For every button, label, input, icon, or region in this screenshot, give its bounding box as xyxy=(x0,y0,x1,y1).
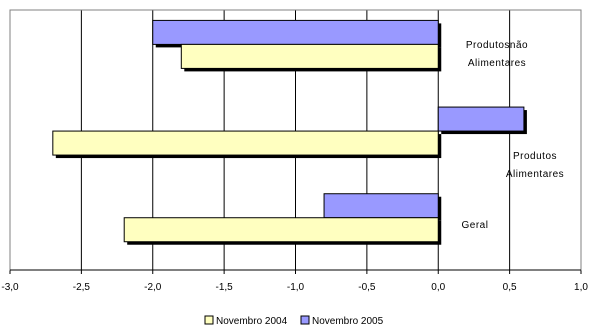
bars xyxy=(52,19,527,245)
x-tick-label: -2,5 xyxy=(73,282,91,293)
x-tick-label: 0,5 xyxy=(503,282,517,293)
x-tick-label: -3,0 xyxy=(1,282,19,293)
legend-swatch xyxy=(204,315,214,325)
x-tick-label: 0,0 xyxy=(431,282,445,293)
legend-label: Novembro 2004 xyxy=(216,316,288,327)
bar-nov2004 xyxy=(52,130,439,156)
legend-label: Novembro 2005 xyxy=(312,316,384,327)
legend-swatch xyxy=(300,315,310,325)
bar-nov2004 xyxy=(180,43,439,69)
x-tick-label: -0,5 xyxy=(358,282,376,293)
x-tick-label: 1,0 xyxy=(574,282,588,293)
category-label: Produtos Alimentares xyxy=(506,151,564,180)
legend: Novembro 2004 Novembro 2005 xyxy=(204,315,384,327)
category-label: Geral xyxy=(462,220,489,231)
x-tick-label: -2,0 xyxy=(144,282,162,293)
axes xyxy=(9,9,582,274)
x-tick-labels: -3,0 -2,5 -2,0 -1,5 -1,0 -0,5 0,0 0,5 1,0 xyxy=(1,282,588,293)
category-label: Produtosnão Alimentares xyxy=(466,40,528,69)
x-tick-label: -1,5 xyxy=(216,282,234,293)
category-labels: Produtosnão Alimentares Produtos Alimentare… xyxy=(462,40,564,231)
bar-nov2005 xyxy=(437,106,525,132)
bar-nov2005 xyxy=(152,19,439,45)
x-tick-label: -1,0 xyxy=(287,282,305,293)
bar-nov2005 xyxy=(323,193,439,219)
bar-nov2004 xyxy=(123,217,439,243)
